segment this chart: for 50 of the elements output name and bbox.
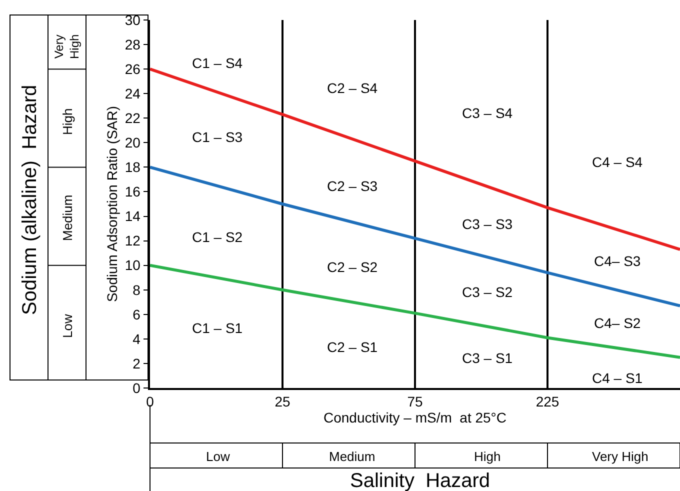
y-tick-label: 18	[124, 159, 141, 176]
text: Very High	[52, 34, 82, 59]
text: Medium	[329, 449, 376, 464]
text: Sodium (alkaline) Hazard	[19, 84, 41, 315]
annotation: C4– S2	[594, 315, 641, 331]
annotation: C3 – S4	[462, 105, 513, 121]
y-tick-label: 2	[132, 355, 141, 372]
annotation: C4 – S1	[592, 370, 643, 386]
y-axis-title: Sodium Adsorption Ratio (SAR)	[104, 106, 120, 302]
y-tick-label: 12	[124, 232, 141, 249]
annotation: C2 – S4	[327, 80, 378, 96]
text: Salinity Hazard	[350, 470, 490, 491]
x-tick-label: 0	[146, 394, 154, 410]
text: Low	[60, 314, 75, 338]
annotation: C4 – S4	[592, 154, 643, 170]
line-series	[150, 166, 680, 308]
y-tick-label: 0	[132, 380, 141, 396]
annotation: C3 – S1	[462, 350, 513, 366]
y-tick-label: 4	[132, 330, 141, 347]
annotation: C1 – S3	[192, 129, 243, 145]
y-tick-label: 28	[124, 36, 141, 52]
annotation: C1 – S1	[192, 320, 243, 336]
y-tick-label: 16	[124, 184, 141, 200]
text: High	[60, 108, 75, 135]
y-tick-label: 14	[124, 208, 141, 224]
y-tick-label: 22	[124, 110, 141, 126]
x-tick-label: 225	[536, 394, 560, 410]
annotation: C2 – S1	[327, 339, 378, 355]
annotation: C1 – S2	[192, 229, 243, 245]
annotation: C1 – S4	[192, 55, 243, 71]
text: Low	[206, 449, 230, 464]
annotation: C3 – S2	[462, 284, 513, 300]
line-series	[150, 68, 680, 251]
x-axis-title: Conductivity – mS/m at 25°C	[324, 410, 506, 426]
y-tick-label: 26	[124, 60, 141, 77]
y-tick-label: 8	[132, 282, 141, 298]
y-tick-label: 10	[124, 257, 141, 274]
y-tick-label: 24	[124, 86, 141, 102]
annotation: C3 – S3	[462, 216, 513, 232]
annotation: C2 – S2	[327, 259, 378, 275]
y-tick-label: 30	[124, 12, 141, 28]
text: Very High	[592, 449, 648, 464]
y-tick-label: 6	[132, 306, 141, 322]
annotation: C4– S3	[594, 253, 641, 269]
x-tick-label: 25	[274, 394, 290, 410]
y-tick-label: 20	[124, 134, 141, 151]
annotation: C2 – S3	[327, 178, 378, 194]
text: Medium	[60, 194, 75, 241]
x-tick-label: 75	[407, 394, 423, 410]
text: High	[474, 449, 501, 464]
